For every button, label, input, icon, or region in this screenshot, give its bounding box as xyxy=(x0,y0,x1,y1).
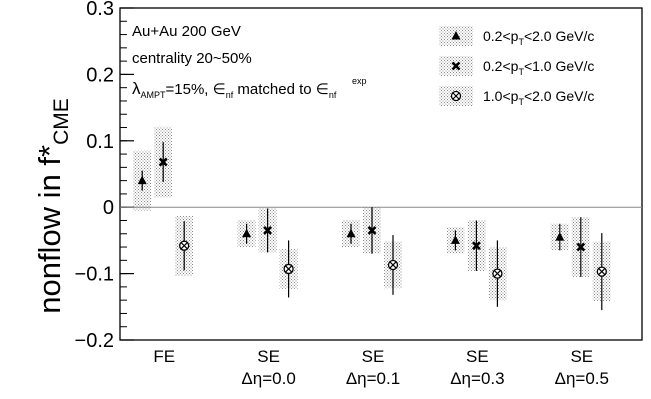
legend-label-suffix: <1.0 GeV/c xyxy=(524,58,594,74)
legend-label: 1.0<pT<2.0 GeV/c xyxy=(483,88,594,107)
legend-label-prefix: 0.2<p xyxy=(483,58,519,74)
marker-stroke xyxy=(493,270,501,278)
x-category-label: FE xyxy=(153,347,175,366)
legend-entry-1: 0.2<pT<2.0 GeV/c xyxy=(439,26,594,47)
data-point-circle-x xyxy=(179,240,190,251)
data-point-cross xyxy=(576,242,586,252)
legend-label-subscript: T xyxy=(518,37,524,47)
data-point-triangle xyxy=(137,175,147,185)
legend-label-subscript: T xyxy=(518,97,524,107)
legend-entry-2: 0.2<pT<1.0 GeV/c xyxy=(439,56,594,77)
data-point-triangle xyxy=(451,31,461,40)
marker-stroke xyxy=(389,261,397,269)
plot-frame xyxy=(119,7,643,341)
series-1 xyxy=(133,150,569,254)
data-point-circle-x xyxy=(492,268,503,279)
x-category-sublabel: Δη=0.0 xyxy=(241,369,295,388)
x-category-label: SE xyxy=(362,347,385,366)
marker-stroke xyxy=(471,241,481,251)
legend: 0.2<pT<2.0 GeV/c0.2<pT<1.0 GeV/c1.0<pT<2… xyxy=(439,26,594,107)
x-axis: FE SE Δη=0.0 SE Δη=0.1 SE Δη=0.3 SE Δη=0.5 xyxy=(153,347,609,388)
data-point-circle-x xyxy=(450,90,462,102)
y-tick-label: −0.2 xyxy=(75,330,114,352)
legend-label-suffix: <2.0 GeV/c xyxy=(524,88,594,104)
y-axis-label: nonflow in f*CME xyxy=(32,98,73,314)
data-point-cross xyxy=(451,61,461,71)
data-point-triangle xyxy=(555,232,565,241)
marker-stroke xyxy=(285,265,293,273)
marker-stroke xyxy=(158,157,168,167)
data-point-cross xyxy=(367,226,377,235)
legend-label: 0.2<pT<2.0 GeV/c xyxy=(483,28,594,47)
annotation: Au+Au 200 GeV centrality 20~50% λAMPT=15… xyxy=(132,23,367,100)
y-tick-label: −0.1 xyxy=(75,264,114,286)
data-point-cross xyxy=(158,157,168,167)
y-tick-label: 0.1 xyxy=(86,131,114,153)
marker-stroke xyxy=(576,242,586,252)
data-point-circle-x xyxy=(283,263,294,275)
legend-label-prefix: 0.2<p xyxy=(483,28,519,44)
x-category-sublabel: Δη=0.3 xyxy=(450,369,504,388)
series-2 xyxy=(154,126,590,277)
y-axis: 0.3 0.2 0.1 0 −0.1 −0.2 xyxy=(75,0,134,352)
marker-stroke xyxy=(451,61,461,71)
annotation-line-2: centrality 20~50% xyxy=(132,50,252,67)
data-marks xyxy=(133,126,611,311)
x-category-sublabel: Δη=0.5 xyxy=(555,369,609,388)
legend-entry-3: 1.0<pT<2.0 GeV/c xyxy=(439,86,594,107)
marker-stroke xyxy=(452,92,460,100)
marker-stroke xyxy=(367,226,377,235)
data-point-cross xyxy=(471,241,481,251)
legend-label-prefix: 1.0<p xyxy=(483,88,519,104)
data-point-triangle xyxy=(242,228,252,238)
annotation-line-3: λAMPT=15%, ∈nf matched to ∈nf xyxy=(132,79,337,100)
marker-stroke xyxy=(180,242,188,250)
x-category-label: SE xyxy=(570,347,593,366)
marker-stroke xyxy=(598,268,606,276)
x-category-label: SE xyxy=(257,347,280,366)
y-tick-label: 0.2 xyxy=(86,64,114,86)
marker-stroke xyxy=(263,226,273,235)
y-tick-label: 0.3 xyxy=(86,0,114,20)
series-3 xyxy=(175,215,611,311)
data-point-cross xyxy=(263,226,273,235)
y-tick-label: 0 xyxy=(103,197,114,219)
data-point-triangle xyxy=(346,228,356,238)
legend-label-subscript: T xyxy=(518,67,524,77)
data-point-circle-x xyxy=(596,266,607,277)
legend-label: 0.2<pT<1.0 GeV/c xyxy=(483,58,594,77)
data-point-circle-x xyxy=(387,259,399,271)
annotation-line-1: Au+Au 200 GeV xyxy=(132,23,241,40)
x-category-sublabel: Δη=0.1 xyxy=(346,369,400,388)
data-point-triangle xyxy=(450,235,460,244)
x-category-label: SE xyxy=(466,347,489,366)
legend-label-suffix: <2.0 GeV/c xyxy=(524,28,594,44)
annotation-exp-superscript: exp xyxy=(352,76,367,86)
